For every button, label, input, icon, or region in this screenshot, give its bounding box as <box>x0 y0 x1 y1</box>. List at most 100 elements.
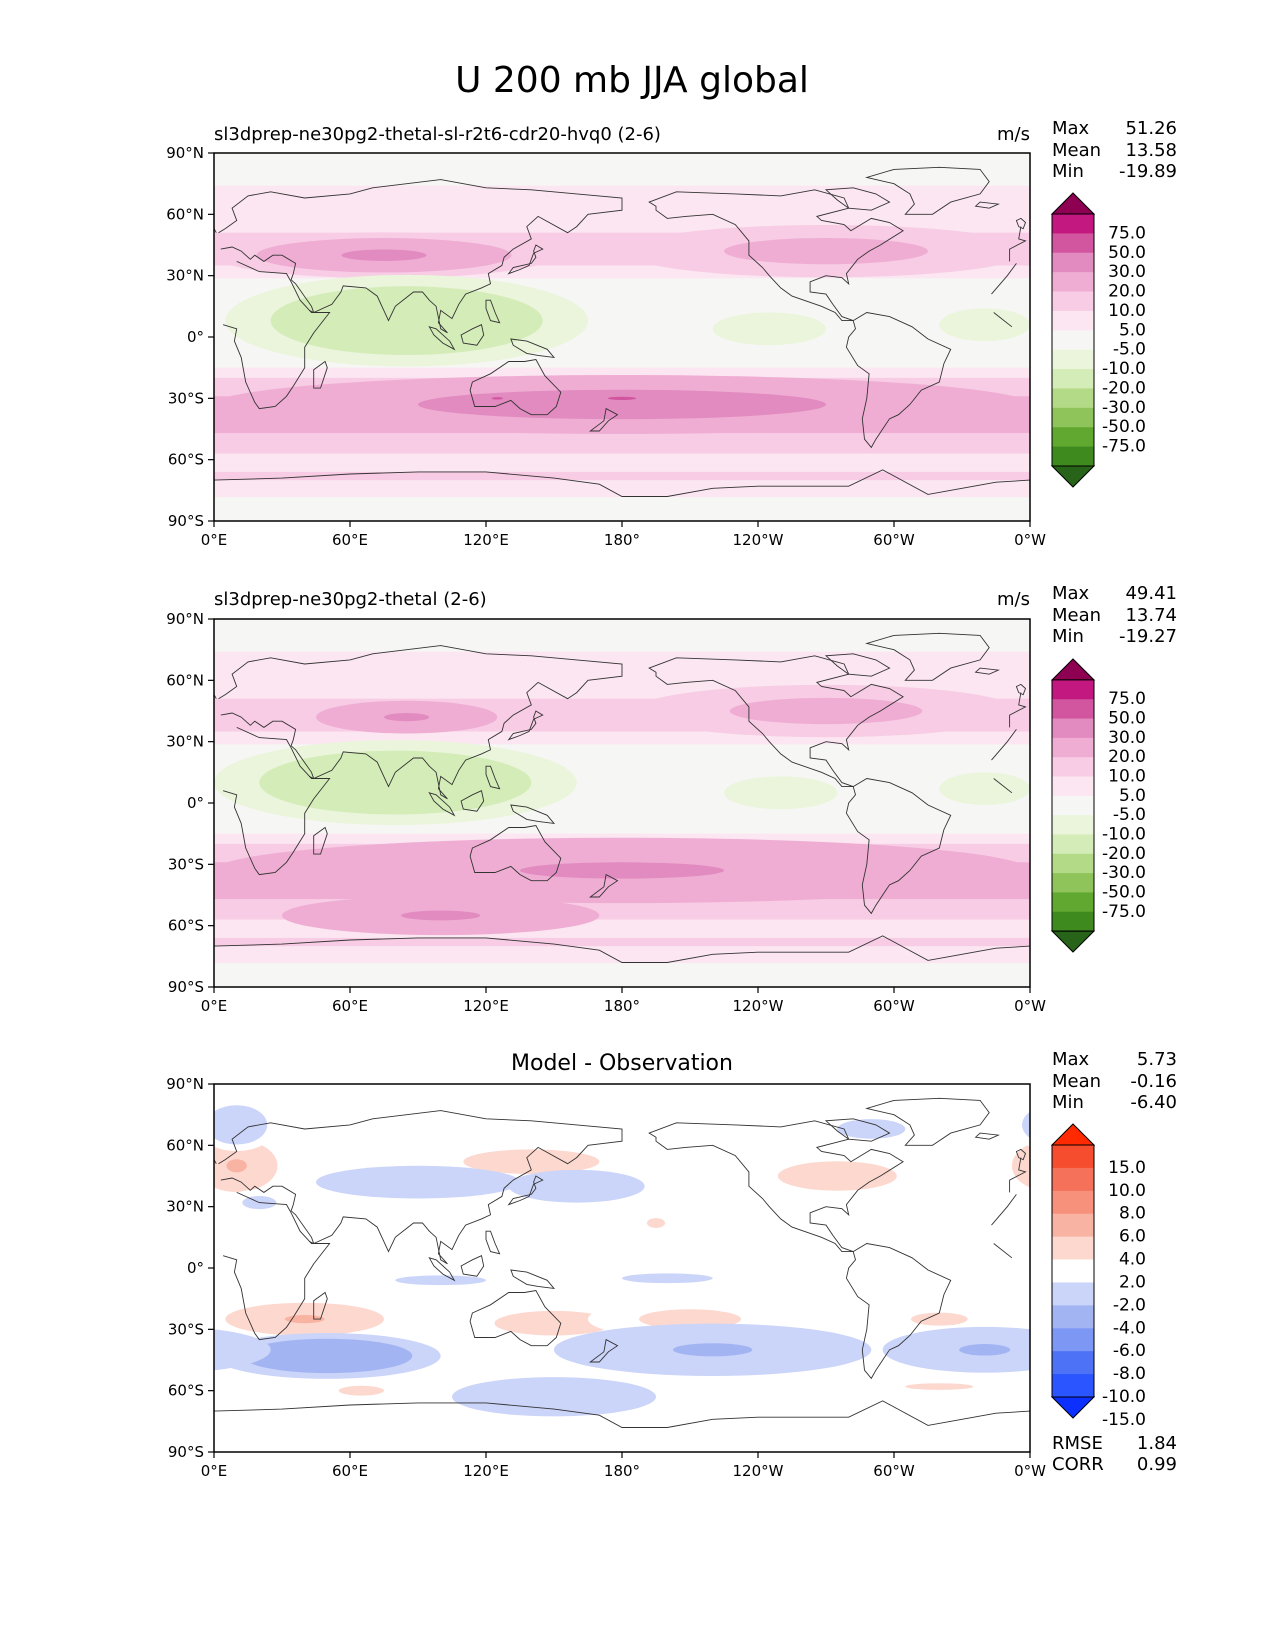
contour-band <box>214 433 1030 436</box>
contour-region <box>959 1344 1011 1356</box>
contour-band <box>214 461 1030 465</box>
contour-band <box>214 655 1030 659</box>
x-tick-label: 180° <box>604 997 640 1015</box>
x-tick-label: 60°E <box>332 1462 368 1480</box>
coastlines <box>214 1097 1030 1428</box>
contour-band <box>214 917 1030 921</box>
contour-band <box>214 228 1030 232</box>
x-tick-label: 180° <box>604 1462 640 1480</box>
coastline-madagascar <box>313 360 328 389</box>
panel-3-min-value: -6.40 <box>1130 1092 1177 1113</box>
coastline-antarctica <box>214 469 1030 497</box>
contour-band <box>214 927 1030 931</box>
colorbar-extend-max <box>1050 658 1096 681</box>
x-tick-label: 120°W <box>733 997 784 1015</box>
contour-band <box>214 236 1030 240</box>
coastline-iceland <box>974 1132 1000 1140</box>
colorbar-segment <box>1052 1236 1094 1260</box>
contour-band <box>214 737 1030 741</box>
panel-1-min-value: -19.89 <box>1119 161 1177 182</box>
coastline-northAmerica <box>648 1120 904 1253</box>
colorbar-level-label: 30.0 <box>1108 262 1146 282</box>
contour-band <box>214 269 1030 273</box>
figure-title: U 200 mb JJA global <box>455 60 809 101</box>
panel-1-max-label: Max <box>1052 118 1090 139</box>
colorbar-segment <box>1052 233 1094 254</box>
contour-band <box>214 240 1030 244</box>
contour-region <box>350 771 441 794</box>
contour-band <box>214 696 1030 700</box>
colorbar-segment <box>1052 757 1094 777</box>
y-tick-label: 60°N <box>166 671 204 689</box>
colorbar-frame <box>1051 679 1095 932</box>
contour-band <box>214 741 1030 745</box>
colorbar-level-label: 6.0 <box>1119 1227 1146 1247</box>
contour-band <box>214 238 1030 242</box>
contour-band <box>214 273 1030 277</box>
panel-1-axes: 0°E 60°E 120°E 180° 120°W 60°W 0°W 90°N 60°N 30°N… <box>166 144 1046 549</box>
x-tick-label: 120°W <box>733 1462 784 1480</box>
colorbar-extend-max <box>1050 192 1096 215</box>
coastline-greenland <box>865 632 990 681</box>
contour-band <box>214 942 1030 945</box>
contour-region <box>418 1277 464 1283</box>
coastline-arabiaGap <box>309 775 314 779</box>
panel-3: Model - Observation 0°E 60°E 120°E 180° 120°… <box>166 1049 1177 1480</box>
coastline-africa <box>222 260 1017 410</box>
contour-band <box>214 275 1030 279</box>
y-tick-label: 60°N <box>166 205 204 223</box>
x-tick-label: 180° <box>604 531 640 549</box>
contour-band <box>214 469 1030 473</box>
y-tick-label: 60°S <box>168 451 204 469</box>
contour-band <box>214 265 1030 269</box>
contour-band <box>214 371 1030 375</box>
contour-band <box>214 723 1030 726</box>
contour-band <box>214 950 1030 953</box>
y-tick-label: 90°N <box>166 1075 204 1093</box>
contour-band <box>214 905 1030 908</box>
contour-band <box>214 251 1030 254</box>
coastline-borneo <box>460 1255 485 1277</box>
contour-region <box>755 324 784 333</box>
contour-region <box>854 1124 889 1134</box>
coastline-northAmerica <box>648 655 904 788</box>
panel-2-mean-value: 13.74 <box>1125 605 1177 626</box>
coastline-iceland <box>974 667 1000 675</box>
panel-3-axes: 0°E 60°E 120°E 180° 120°W 60°W 0°W 90°N 60°N 30°N… <box>166 1075 1046 1480</box>
colorbar-level-label: 10.0 <box>1108 301 1146 321</box>
coastline-africa <box>222 726 1017 876</box>
panel-3-mean-label: Mean <box>1052 1071 1101 1092</box>
contour-band <box>214 242 1030 246</box>
contour-region-wrap <box>214 1344 220 1356</box>
panel-3-min-label: Min <box>1052 1092 1084 1113</box>
contour-band <box>214 484 1030 487</box>
y-tick-label: 30°S <box>168 855 204 873</box>
panel-3-rmse-value: 1.84 <box>1137 1433 1177 1454</box>
contour-band <box>214 929 1030 933</box>
y-tick-label: 90°N <box>166 144 204 162</box>
contour-band <box>214 439 1030 442</box>
contour-band <box>214 224 1030 228</box>
panel-2-max-value: 49.41 <box>1125 583 1177 604</box>
contour-band <box>214 482 1030 485</box>
x-tick-label: 0°E <box>201 1462 228 1480</box>
contour-region <box>766 788 795 797</box>
colorbar-segment <box>1052 873 1094 893</box>
colorbar-segment <box>1052 795 1094 816</box>
contour-band <box>214 956 1030 959</box>
colorbar-level-label: -50.0 <box>1102 417 1146 437</box>
contour-band <box>214 739 1030 743</box>
colorbar-segment <box>1052 1328 1094 1352</box>
y-tick-label: 60°S <box>168 1382 204 1400</box>
contour-band <box>214 445 1030 448</box>
panel-1-mean-value: 13.58 <box>1125 140 1177 161</box>
contour-band <box>214 708 1030 712</box>
panel-3-rmse-label: RMSE <box>1052 1433 1103 1454</box>
coastline-southAmerica <box>845 312 952 449</box>
contour-region <box>226 1118 247 1132</box>
contour-field <box>214 1098 1030 1417</box>
contour-band <box>214 688 1030 692</box>
coastline-japan <box>507 1175 544 1206</box>
colorbar-frame <box>1051 213 1095 467</box>
coastline-japan <box>507 710 544 741</box>
